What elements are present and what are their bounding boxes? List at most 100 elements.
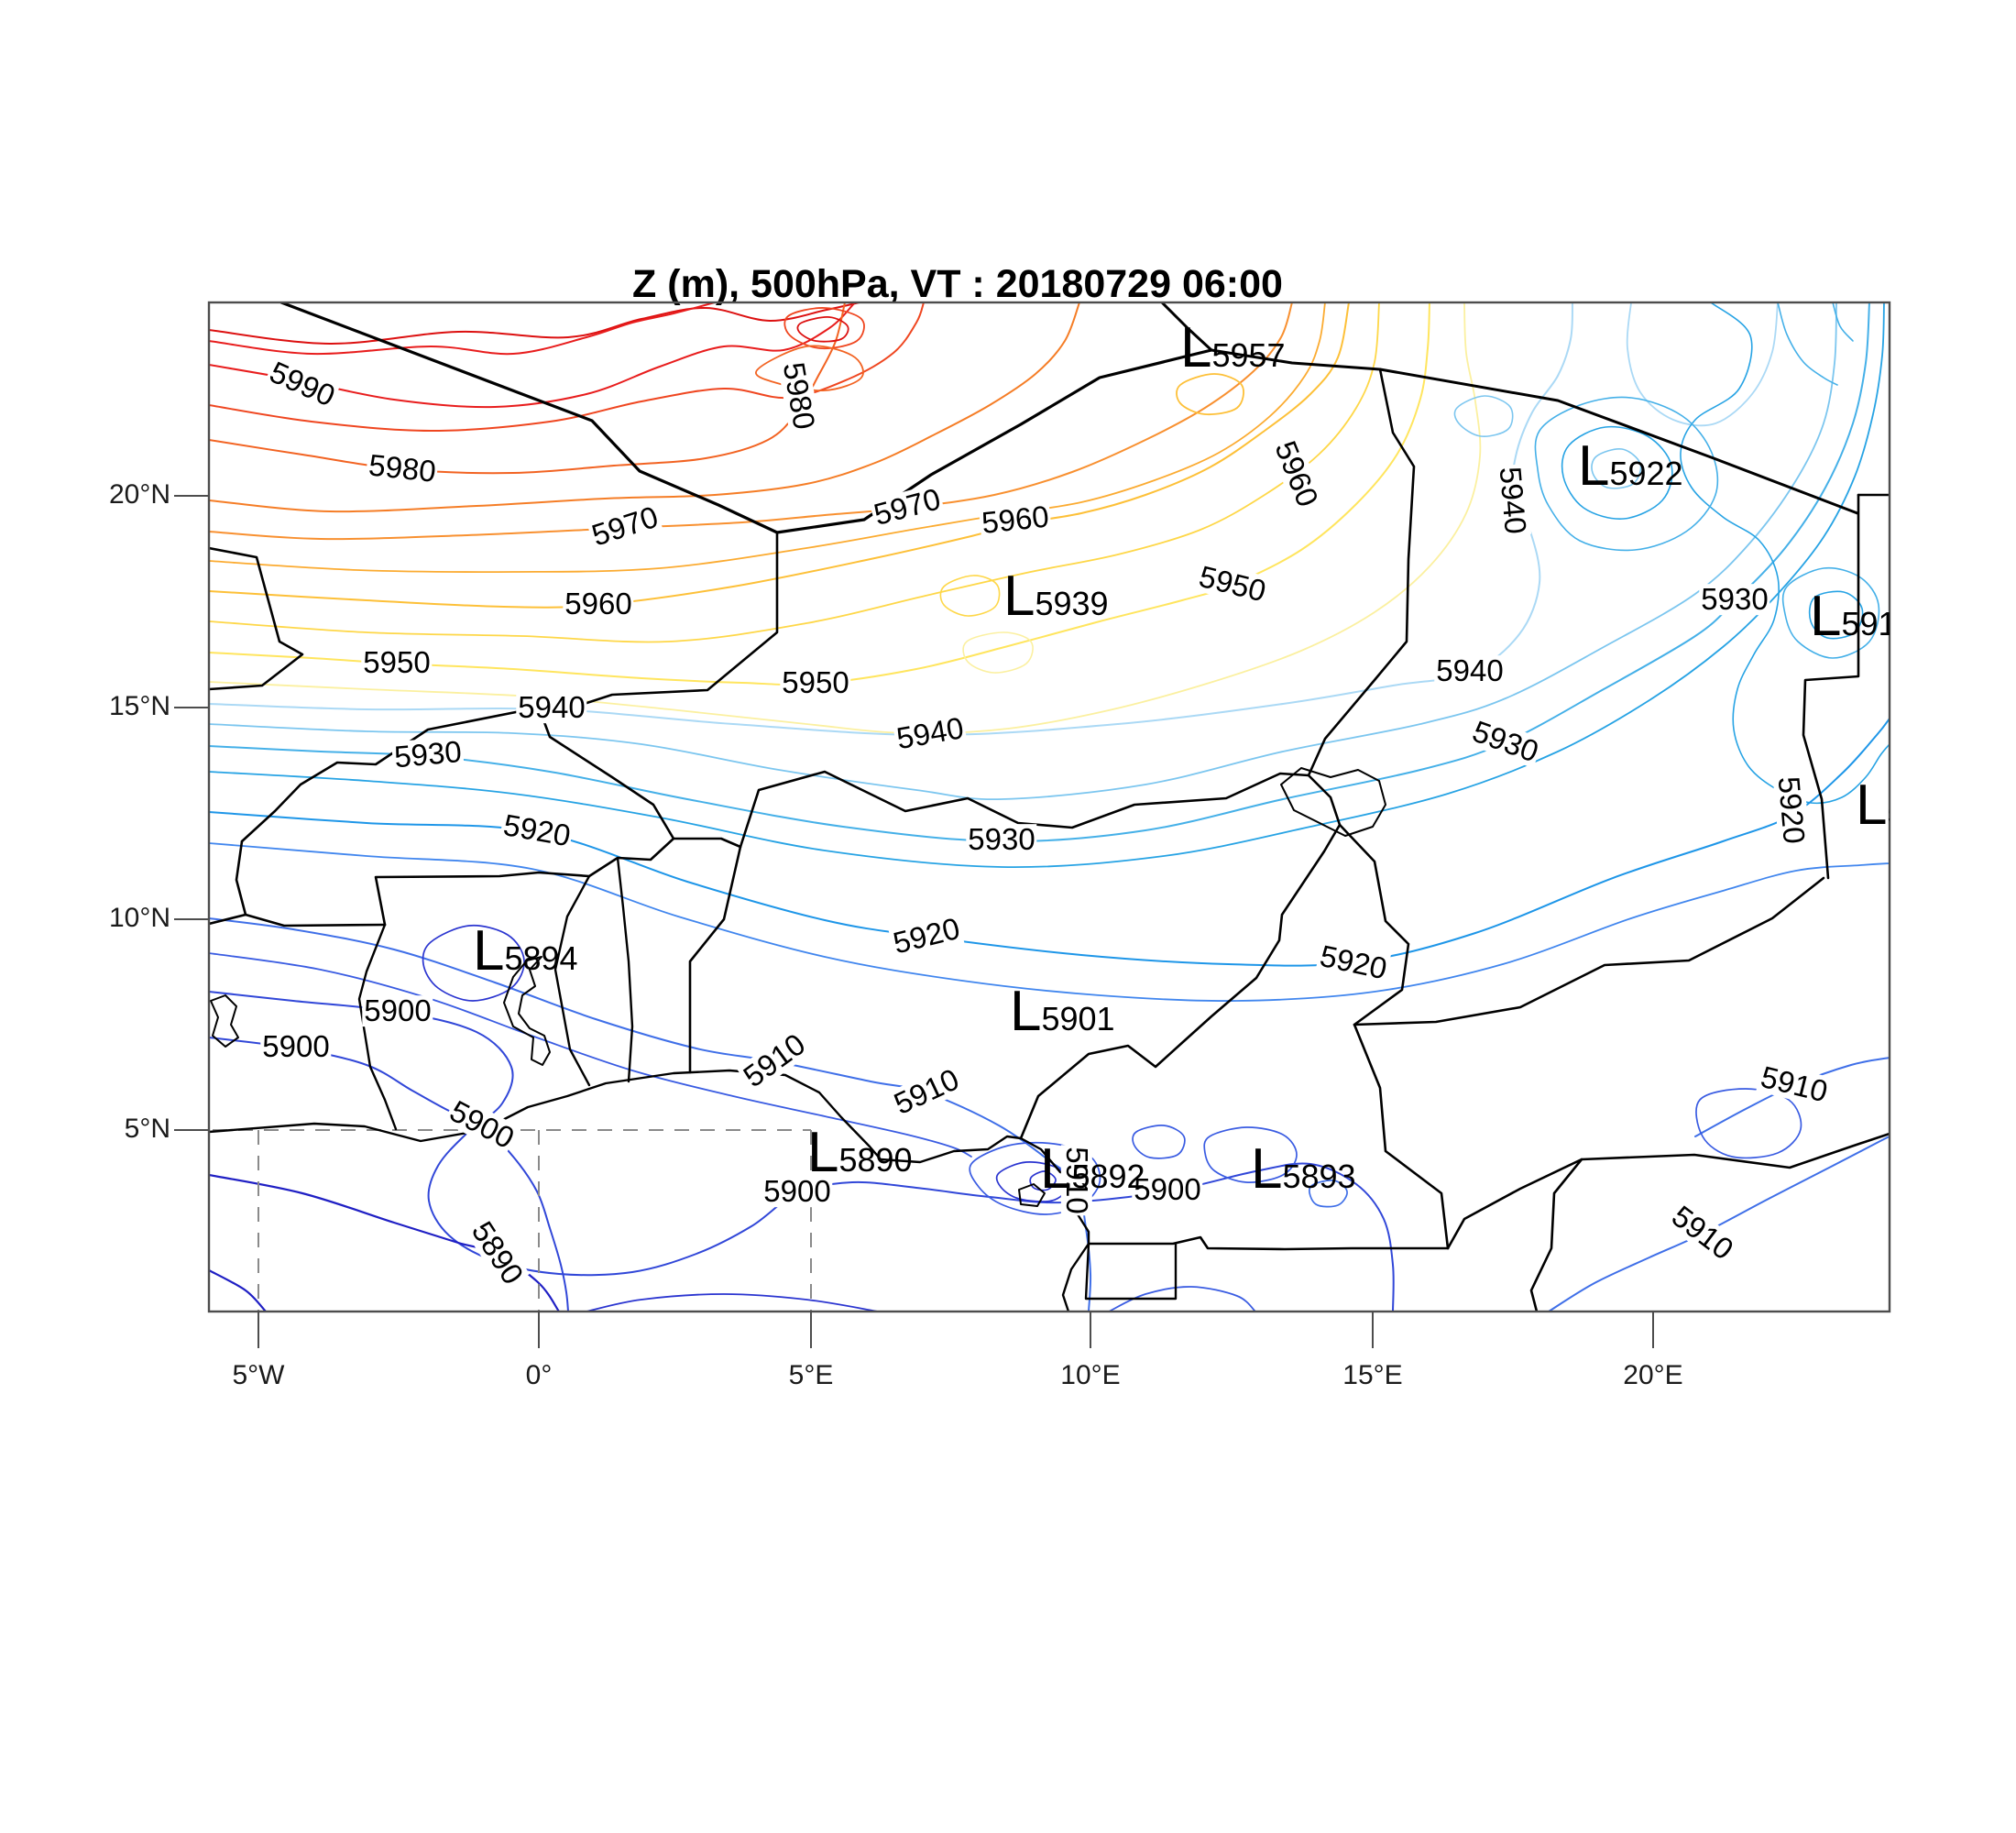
low-value: 5939 [1035,585,1109,622]
low-center-5939: L5939 [1003,568,1109,625]
map-label-layer: 5990 5980 5980 5970 5970 5960 5960 5960 5950 5950… [209,302,1890,1312]
contour-label-5970: 5970 [586,499,664,553]
lon-tick-label: 20°E [1623,1360,1683,1390]
border-line [1378,368,1859,515]
contour-loop [939,575,1001,617]
contour-label-5950: 5950 [361,645,433,680]
lat-tick-label: 5°N [124,1114,170,1144]
contour-label-5960: 5960 [563,587,634,621]
border-line [1353,1023,1450,1250]
contour-line [209,302,1326,573]
border-line [1529,1158,1583,1312]
border-line [235,840,247,916]
contour-loop [1781,566,1880,659]
contour-line [586,1293,879,1312]
contour-loop [1029,1170,1057,1191]
contour-loop [755,345,864,391]
low-symbol: L [1578,434,1610,498]
border-line [503,956,551,1066]
low-center-5922: L5922 [1578,438,1683,495]
map-frame [207,301,1891,1313]
border-line [1446,1132,1890,1250]
contour-loop [1808,590,1864,640]
low-value: 5890 [838,1141,913,1179]
chart-title: Z (m), 500hPa, VT : 20180729 06:00 [632,262,1283,306]
contour-label-5900: 5900 [761,1174,833,1209]
border-line [357,923,398,1131]
contour-label-5990: 5990 [263,354,342,413]
contour-label-5950: 5950 [780,665,851,700]
border-line [1307,774,1342,827]
border-line [1018,1183,1046,1207]
border-line [1802,493,1860,880]
border-line [1210,348,1382,371]
contour-loop [962,631,1034,674]
contour-line [209,842,1890,1002]
low-symbol: L [473,919,505,982]
contour-line [209,302,1870,843]
contour-label-5930: 5930 [966,822,1037,857]
low-value: 5957 [1211,336,1286,374]
contour-label-5930: 5930 [390,734,466,774]
lat-tick-label: 15°N [108,691,170,721]
border-line [374,837,742,927]
contour-label-5910: 5910 [736,1026,813,1094]
low-center-5892: L5892 [1040,1141,1145,1198]
low-value: 5893 [1282,1158,1356,1195]
low-center-5894: L5894 [473,923,578,980]
country-borders-layer [209,302,1890,1312]
border-line [209,546,304,691]
contour-loop [1695,1088,1802,1159]
low-symbol: L [807,1121,839,1184]
border-line [1019,823,1342,1140]
contour-label-5930: 5930 [1699,582,1770,617]
contour-label-5960: 5960 [1268,434,1326,513]
low-symbol: L [1856,774,1888,837]
lon-tick-label: 10°E [1060,1360,1121,1390]
contour-line [1777,302,1838,386]
contour-line [209,302,925,432]
lat-tick-label: 20°N [108,479,170,510]
contour-line [209,302,1080,513]
low-center-5957: L5957 [1180,320,1286,377]
contour-line [209,302,846,475]
low-symbol: L [1040,1137,1072,1201]
contour-label-5900: 5900 [362,993,433,1028]
contour-line [1680,302,1890,805]
lon-tick-label: 15°E [1342,1360,1403,1390]
contour-line [209,302,716,356]
contour-line [209,302,1885,869]
border-line [739,770,1310,849]
low-center-5890: L5890 [807,1125,913,1181]
low-value: 5894 [504,939,578,977]
low-center-5901: L5901 [1010,983,1115,1040]
border-line [209,913,387,927]
contour-label-5940: 5940 [892,710,969,756]
contour-label-5900: 5900 [443,1093,521,1156]
border-line [1280,767,1386,837]
contour-label-5960: 5960 [978,499,1053,540]
border-line [1353,876,1825,1026]
contour-loop [1453,395,1514,437]
contour-loop [1561,425,1673,520]
contour-loop [796,316,849,343]
contour-label-5940: 5940 [1493,463,1533,538]
border-line [209,1069,1090,1312]
low-value: 5 [1887,794,1890,831]
contour-label-5910: 5910 [1756,1059,1833,1109]
contour-line [1832,302,1854,342]
contour-label-5910: 5910 [887,1061,966,1121]
low-symbol: L [1010,980,1042,1043]
contour-line [209,302,1350,609]
border-line [240,706,541,843]
lon-tick-label: 0° [525,1360,553,1390]
low-symbol: L [1003,565,1035,628]
contour-loop [1591,447,1642,489]
contour-label-5940: 5940 [516,690,587,725]
contour-label-5920: 5920 [499,807,575,853]
contour-label-5920: 5920 [888,910,965,960]
contour-label-5900: 5900 [1132,1172,1203,1207]
contour-label-5970: 5970 [869,481,946,532]
axis-ticks-layer [174,495,1654,1348]
